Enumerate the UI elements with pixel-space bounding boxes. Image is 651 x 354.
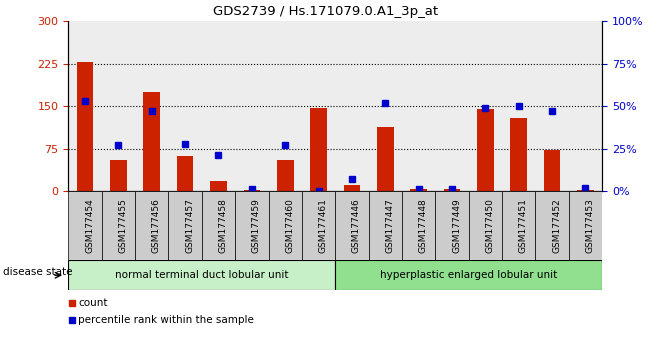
Bar (243, 190, 260, 191)
Bar (502, 21, 535, 191)
Text: percentile rank within the sample: percentile rank within the sample (78, 315, 254, 325)
Bar (535, 21, 569, 191)
Text: count: count (78, 298, 107, 308)
Bar (269, 21, 302, 191)
Text: GSM177452: GSM177452 (552, 198, 561, 253)
Text: GSM177449: GSM177449 (452, 198, 461, 253)
Bar (410, 189, 427, 191)
Bar (444, 189, 460, 191)
Bar (569, 21, 602, 191)
Bar (302, 21, 335, 191)
Bar (535, 191, 569, 260)
Text: GSM177458: GSM177458 (219, 198, 227, 253)
Bar (177, 156, 193, 191)
Bar (110, 160, 127, 191)
Bar (368, 191, 402, 260)
Text: GSM177460: GSM177460 (285, 198, 294, 253)
Bar (436, 191, 469, 260)
Bar (335, 260, 602, 290)
Bar (68, 191, 102, 260)
Bar (235, 191, 268, 260)
Bar (269, 191, 302, 260)
Text: hyperplastic enlarged lobular unit: hyperplastic enlarged lobular unit (380, 270, 557, 280)
Bar (477, 109, 493, 191)
Text: GSM177457: GSM177457 (185, 198, 194, 253)
Bar (544, 150, 561, 191)
Bar (77, 62, 93, 191)
Bar (143, 92, 160, 191)
Text: GSM177447: GSM177447 (385, 198, 395, 253)
Text: GSM177461: GSM177461 (318, 198, 327, 253)
Bar (377, 127, 394, 191)
Bar (335, 191, 368, 260)
Bar (169, 21, 202, 191)
Text: GSM177448: GSM177448 (419, 198, 428, 253)
Text: disease state: disease state (3, 267, 73, 277)
Text: GSM177456: GSM177456 (152, 198, 161, 253)
Bar (277, 160, 294, 191)
Bar (68, 260, 335, 290)
Text: GSM177450: GSM177450 (486, 198, 494, 253)
Bar (344, 185, 360, 191)
Bar (102, 191, 135, 260)
Bar (68, 21, 102, 191)
Bar (569, 191, 602, 260)
Bar (302, 191, 335, 260)
Bar (502, 191, 535, 260)
Bar (469, 21, 502, 191)
Bar (235, 21, 268, 191)
Bar (577, 190, 594, 191)
Bar (368, 21, 402, 191)
Bar (436, 21, 469, 191)
Bar (210, 181, 227, 191)
Text: GSM177455: GSM177455 (118, 198, 128, 253)
Bar (102, 21, 135, 191)
Bar (335, 21, 368, 191)
Bar (202, 21, 235, 191)
Bar (510, 118, 527, 191)
Bar (202, 191, 235, 260)
Text: GSM177459: GSM177459 (252, 198, 261, 253)
Bar (402, 191, 436, 260)
Text: GSM177453: GSM177453 (585, 198, 594, 253)
Text: GSM177454: GSM177454 (85, 198, 94, 253)
Bar (169, 191, 202, 260)
Text: GDS2739 / Hs.171079.0.A1_3p_at: GDS2739 / Hs.171079.0.A1_3p_at (213, 5, 438, 18)
Text: normal terminal duct lobular unit: normal terminal duct lobular unit (115, 270, 288, 280)
Bar (469, 191, 502, 260)
Text: GSM177451: GSM177451 (519, 198, 528, 253)
Bar (311, 108, 327, 191)
Bar (402, 21, 436, 191)
Bar (135, 191, 169, 260)
Bar (135, 21, 169, 191)
Text: GSM177446: GSM177446 (352, 198, 361, 253)
